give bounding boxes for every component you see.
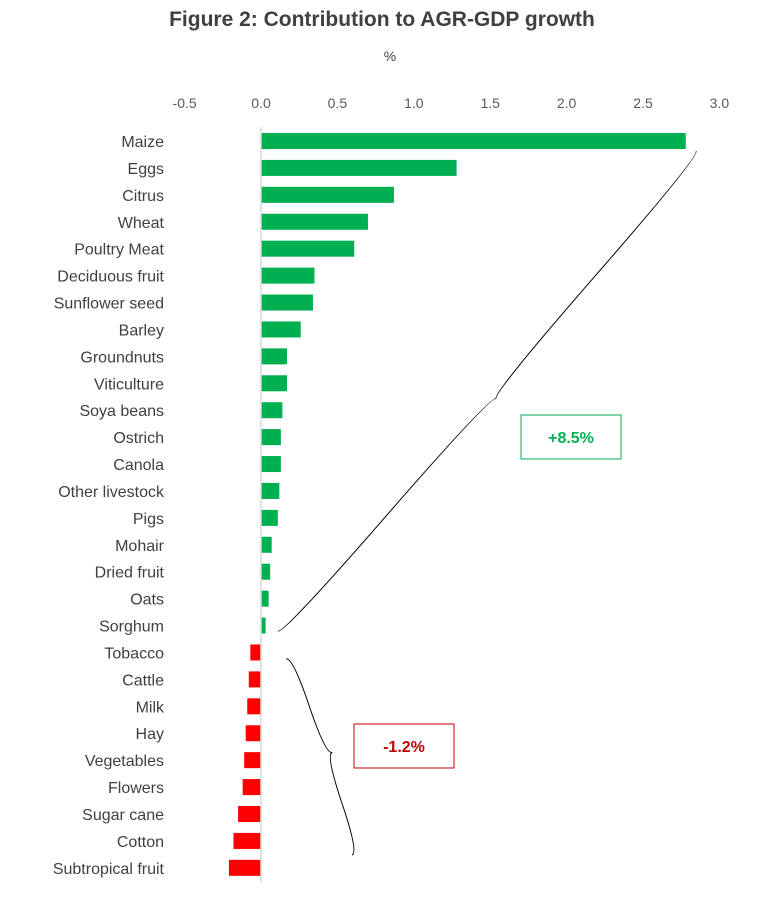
x-tick-label: 0.5 (328, 95, 348, 111)
category-label: Oats (130, 592, 164, 609)
category-label: Deciduous fruit (57, 269, 164, 286)
bar (261, 617, 266, 634)
category-label: Eggs (128, 161, 164, 178)
category-label: Canola (113, 457, 164, 474)
x-tick-label: 1.5 (480, 95, 500, 111)
annotation-label: +8.5% (548, 430, 594, 447)
bar (261, 375, 287, 392)
bar (233, 832, 261, 849)
x-tick-label: -0.5 (173, 95, 197, 111)
category-label: Subtropical fruit (53, 861, 165, 878)
x-tick-label: 1.0 (404, 95, 424, 111)
bar (261, 482, 280, 499)
bar (238, 806, 261, 822)
annotation-box (520, 414, 622, 460)
category-label: Dried fruit (95, 565, 165, 582)
category-label: Ostrich (113, 430, 164, 447)
bar (247, 698, 261, 715)
bar (228, 859, 261, 876)
bar (261, 240, 355, 257)
category-label: Viticulture (94, 376, 164, 393)
negative-group-brace (285, 658, 355, 856)
category-label: Soya beans (79, 403, 164, 420)
positive-group-brace (277, 150, 697, 632)
bar (261, 348, 287, 365)
bar (261, 509, 278, 526)
category-label: Flowers (108, 780, 164, 797)
bar (261, 186, 394, 203)
x-tick-label: 3.0 (710, 95, 730, 111)
bar (248, 671, 261, 688)
chart-title: Figure 2: Contribution to AGR-GDP growth (169, 8, 595, 31)
bar (261, 213, 368, 230)
category-label: Tobacco (104, 645, 164, 662)
bar (261, 563, 271, 580)
bar (261, 429, 281, 446)
category-label: Groundnuts (80, 349, 164, 366)
category-label: Sugar cane (82, 807, 164, 824)
annotation-label: -1.2% (383, 739, 425, 756)
bar (261, 536, 272, 553)
bar (245, 725, 261, 742)
category-label: Other livestock (58, 484, 165, 501)
category-label: Maize (121, 134, 164, 151)
bar (250, 644, 261, 661)
x-tick-label: 2.5 (633, 95, 653, 111)
category-label: Mohair (115, 538, 165, 555)
bar (242, 779, 261, 796)
category-label: Cotton (117, 834, 164, 851)
x-tick-label: 0.0 (251, 95, 271, 111)
annotation-box (353, 723, 455, 769)
category-label: Barley (119, 322, 164, 339)
bar (261, 456, 281, 473)
category-label: Pigs (133, 511, 164, 528)
category-label: Vegetables (85, 753, 164, 770)
x-tick-label: 2.0 (557, 95, 577, 111)
category-label: Poultry Meat (74, 242, 164, 259)
bar (261, 159, 457, 176)
bar (261, 267, 315, 284)
bar (261, 321, 301, 338)
category-label: Wheat (118, 215, 165, 232)
bar (261, 133, 686, 149)
bar (261, 294, 313, 311)
category-label: Citrus (122, 188, 164, 205)
category-label: Milk (136, 699, 165, 716)
category-label: Cattle (122, 672, 164, 689)
bar (261, 402, 283, 419)
category-label: Hay (136, 726, 164, 743)
bar (244, 752, 261, 769)
unit-label: % (383, 48, 397, 64)
category-label: Sunflower seed (54, 296, 164, 313)
category-label: Sorghum (99, 619, 164, 636)
bar (261, 590, 269, 607)
